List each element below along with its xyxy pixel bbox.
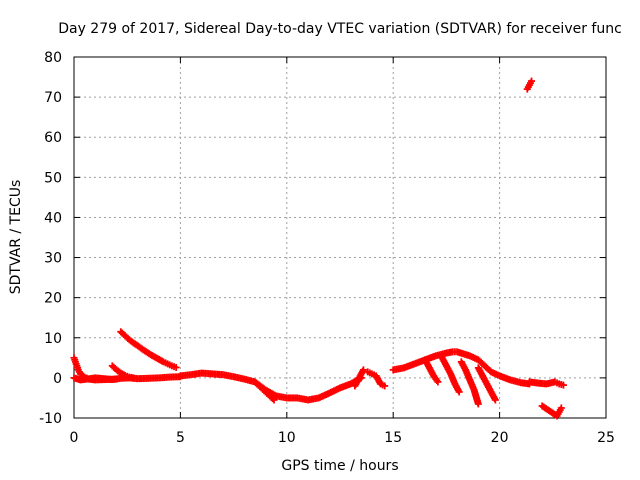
- data-point: [557, 404, 565, 412]
- y-axis: -10 0 10 20 30 40 50 60 70 80: [39, 50, 606, 427]
- data-point: [434, 378, 442, 386]
- x-tick-label: 0: [70, 430, 79, 446]
- x-tick-label: 5: [176, 430, 185, 446]
- x-tick-label: 20: [491, 430, 509, 446]
- y-tick-label: -10: [39, 411, 62, 427]
- grid-lines: [74, 57, 606, 418]
- data-point: [359, 366, 367, 374]
- y-tick-label: 70: [44, 90, 62, 106]
- data-point: [491, 396, 499, 404]
- y-tick-label: 20: [44, 291, 62, 307]
- y-tick-label: 80: [44, 50, 62, 66]
- x-tick-label: 10: [278, 430, 296, 446]
- data-point: [455, 388, 463, 396]
- y-tick-label: 60: [44, 130, 62, 146]
- x-tick-label: 25: [597, 430, 615, 446]
- y-tick-label: 30: [44, 251, 62, 267]
- data-point: [130, 374, 138, 382]
- data-points: [70, 77, 567, 420]
- y-tick-label: 50: [44, 170, 62, 186]
- x-axis-label: GPS time / hours: [281, 458, 398, 474]
- x-tick-label: 15: [384, 430, 402, 446]
- data-point: [270, 396, 278, 404]
- data-point: [559, 381, 567, 389]
- y-tick-label: 0: [53, 371, 62, 387]
- y-tick-label: 40: [44, 210, 62, 226]
- y-tick-label: 10: [44, 331, 62, 347]
- data-point: [381, 382, 389, 390]
- data-point: [528, 77, 536, 85]
- data-point: [474, 400, 482, 408]
- plot-frame: [73, 56, 607, 419]
- x-axis: 0 5 10 15 20 25: [70, 57, 615, 446]
- y-axis-label: SDTVAR / TECUs: [8, 180, 24, 295]
- data-point: [269, 395, 277, 403]
- data-point: [172, 363, 180, 371]
- chart-title: Day 279 of 2017, Sidereal Day-to-day VTE…: [58, 21, 622, 37]
